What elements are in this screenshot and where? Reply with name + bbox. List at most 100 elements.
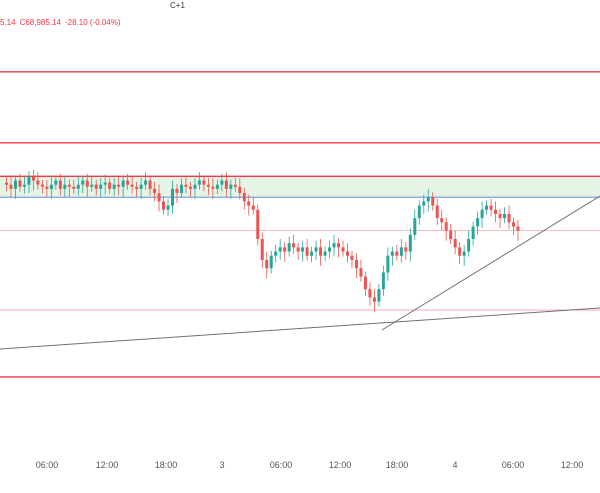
candle-body bbox=[489, 205, 493, 210]
x-tick-label: 06:00 bbox=[36, 460, 59, 470]
candle-body bbox=[426, 197, 430, 202]
x-tick-label: 12:00 bbox=[96, 460, 119, 470]
candle-body bbox=[121, 180, 125, 187]
candle-body bbox=[390, 251, 394, 256]
candle-body bbox=[99, 184, 103, 189]
x-tick-label: 18:00 bbox=[155, 460, 178, 470]
candle-body bbox=[130, 184, 134, 187]
candle-body bbox=[386, 255, 390, 273]
candle-body bbox=[296, 247, 300, 252]
candle-body bbox=[449, 230, 453, 239]
candle-body bbox=[467, 239, 471, 252]
x-tick-label: 12:00 bbox=[561, 460, 584, 470]
candle-body bbox=[81, 180, 85, 185]
trend-lines bbox=[0, 195, 600, 350]
candle-body bbox=[94, 184, 98, 189]
candle-body bbox=[171, 188, 175, 206]
candle-body bbox=[498, 213, 502, 219]
candle-body bbox=[117, 184, 121, 187]
candle-body bbox=[408, 234, 412, 252]
zone-band bbox=[0, 176, 600, 198]
change-value: -28.10 (-0.04%) bbox=[64, 18, 121, 27]
candle-body bbox=[256, 209, 260, 239]
candle-body bbox=[13, 180, 17, 189]
candle-body bbox=[413, 218, 417, 235]
candle-body bbox=[507, 213, 511, 223]
candle-body bbox=[9, 184, 13, 189]
candle-body bbox=[319, 247, 323, 256]
candle-body bbox=[139, 184, 143, 189]
candle-body bbox=[247, 201, 251, 206]
candle-body bbox=[229, 184, 233, 189]
candle-body bbox=[251, 205, 255, 210]
candle-body bbox=[90, 184, 94, 187]
candle-body bbox=[476, 218, 480, 227]
candle-body bbox=[197, 180, 201, 185]
x-tick-label: 06:00 bbox=[270, 460, 293, 470]
candle-body bbox=[368, 289, 372, 298]
candle-body bbox=[103, 182, 107, 185]
trend-line-lower bbox=[0, 307, 600, 350]
candle-body bbox=[404, 247, 408, 252]
candle-body bbox=[153, 188, 157, 194]
candle-body bbox=[85, 180, 89, 187]
candle-body bbox=[435, 205, 439, 219]
candle-body bbox=[431, 197, 435, 206]
candle-body bbox=[458, 247, 462, 256]
candle-body bbox=[67, 184, 71, 187]
candle-body bbox=[211, 186, 215, 189]
candle-body bbox=[206, 184, 210, 187]
timezone-fragment: C+1 bbox=[170, 1, 185, 10]
candle-body bbox=[372, 297, 376, 302]
candle-body bbox=[72, 186, 76, 189]
candle-body bbox=[301, 247, 305, 252]
candle-body bbox=[179, 184, 183, 194]
candle-body bbox=[422, 201, 426, 206]
candle-body bbox=[345, 251, 349, 256]
candle-body bbox=[310, 251, 314, 256]
candle-body bbox=[188, 186, 192, 189]
candle-body bbox=[27, 176, 31, 185]
candle-body bbox=[341, 247, 345, 252]
candle-body bbox=[363, 276, 367, 290]
candle-body bbox=[503, 213, 507, 219]
candlesticks bbox=[4, 169, 520, 312]
x-tick-label: 06:00 bbox=[502, 460, 525, 470]
candle-body bbox=[332, 243, 336, 248]
candle-body bbox=[494, 209, 498, 214]
candle-body bbox=[516, 226, 520, 231]
close-value: 68,985.14 bbox=[25, 18, 61, 27]
candle-body bbox=[471, 226, 475, 239]
candle-body bbox=[54, 180, 58, 185]
candle-body bbox=[292, 243, 296, 248]
candle-body bbox=[238, 186, 242, 194]
candle-body bbox=[202, 180, 206, 185]
x-tick-label: 12:00 bbox=[329, 460, 352, 470]
candle-body bbox=[36, 180, 40, 185]
candle-body bbox=[76, 184, 80, 189]
candle-body bbox=[58, 180, 62, 189]
candle-body bbox=[242, 193, 246, 202]
close-label: C bbox=[19, 18, 26, 27]
candle-body bbox=[462, 251, 466, 256]
candle-body bbox=[444, 222, 448, 231]
candle-body bbox=[193, 184, 197, 189]
candle-body bbox=[144, 180, 148, 185]
candle-body bbox=[22, 184, 26, 187]
x-tick-label: 4 bbox=[452, 460, 457, 470]
candle-body bbox=[49, 184, 53, 189]
candle-body bbox=[157, 193, 161, 202]
candle-body bbox=[453, 239, 457, 248]
candle-body bbox=[233, 184, 237, 187]
time-axis: 06:00 12:00 18:00 3 06:00 12:00 18:00 4 06:00 12:… bbox=[36, 460, 584, 470]
candle-body bbox=[417, 205, 421, 219]
candle-body bbox=[350, 255, 354, 260]
candle-body bbox=[108, 182, 112, 189]
candle-body bbox=[135, 186, 139, 189]
candle-body bbox=[265, 259, 269, 269]
candle-body bbox=[148, 180, 152, 189]
candle-body bbox=[63, 184, 67, 189]
candle-body bbox=[337, 243, 341, 248]
